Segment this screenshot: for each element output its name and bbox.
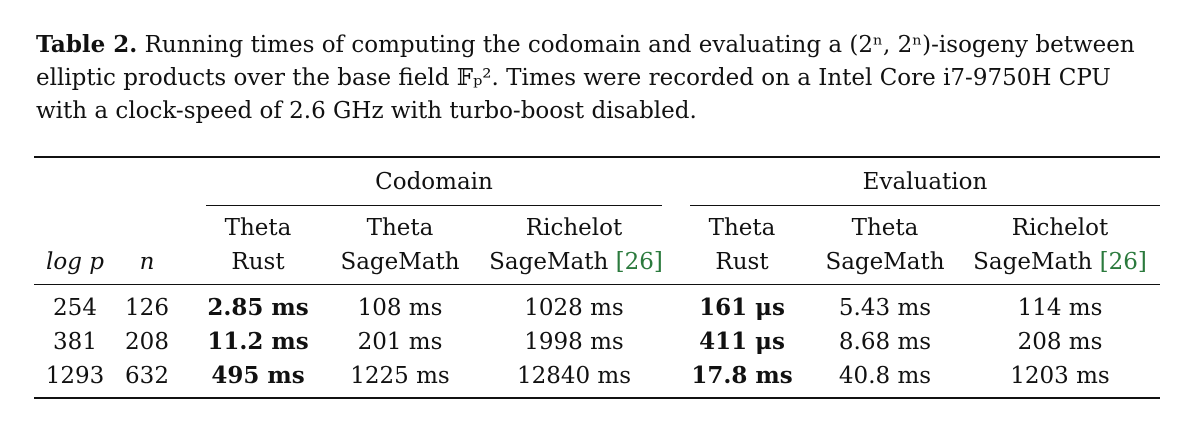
col-header-ev-theta-sage-line2: SageMath (825, 249, 945, 275)
caption-line-1: Table 2. Running times of computing the … (36, 28, 1166, 62)
evaluation-group-rule (690, 205, 1160, 206)
table-cell-cod-theta-sage: 1225 ms (350, 363, 450, 389)
caption-text-1: Running times of computing the codomain … (144, 32, 1135, 58)
col-header-cod-theta-rust-line1: Theta (224, 215, 292, 241)
caption-line-2: elliptic products over the base field 𝔽ₚ… (36, 65, 1111, 91)
table-cell-ev-theta-sage: 5.43 ms (838, 295, 932, 321)
col-header-cod-richelot-sagemath: SageMath (489, 249, 609, 275)
table-cell-n: 632 (125, 363, 169, 389)
col-header-n: n (124, 248, 170, 276)
table-bottom-rule (34, 397, 1160, 399)
table-cell-ev-theta-sage: 40.8 ms (838, 363, 932, 389)
table-top-rule (34, 156, 1160, 158)
table-cell-ev-theta-rust: 411 μs (699, 328, 785, 355)
table-caption: Table 2. Running times of computing the … (36, 28, 1166, 128)
table-cell-cod-theta-rust: 2.85 ms (207, 294, 309, 321)
table-header-rule (34, 284, 1160, 285)
table-cell-cod-theta-rust: 11.2 ms (207, 328, 309, 355)
table-cell-ev-theta-sage: 8.68 ms (838, 329, 932, 355)
col-header-cod-theta-rust-line2: Rust (231, 249, 285, 275)
col-header-ev-richelot-sagemath: SageMath (973, 249, 1093, 275)
col-header-cod-richelot-line2: SageMath [26] (486, 248, 666, 276)
table-cell-ev-richelot-sage: 208 ms (1017, 329, 1103, 355)
table-cell-ev-richelot-sage: 114 ms (1017, 295, 1103, 321)
col-header-ev-richelot-line1: Richelot (1011, 215, 1109, 241)
col-header-logp-text: log p (46, 249, 104, 275)
col-header-n-text: n (139, 249, 155, 275)
table-cell-cod-richelot-sage: 12840 ms (516, 363, 632, 389)
table-cell-cod-theta-sage: 201 ms (357, 329, 443, 355)
col-header-cod-theta-sage-line1: Theta (366, 215, 434, 241)
table-cell-logp: 1293 (45, 363, 105, 389)
table-cell-cod-richelot-sage: 1028 ms (524, 295, 624, 321)
col-header-cod-richelot-line1: Richelot (525, 215, 623, 241)
codomain-group-rule (206, 205, 662, 206)
caption-label: Table 2. (36, 31, 138, 58)
table-cell-ev-theta-rust: 17.8 ms (691, 362, 793, 389)
col-header-cod-theta-sage-line2: SageMath (340, 249, 460, 275)
table-cell-cod-theta-sage: 108 ms (357, 295, 443, 321)
citation-link-26[interactable]: [26] (615, 249, 663, 275)
codomain-group-header: Codomain (375, 169, 493, 195)
col-header-ev-theta-sage-line1: Theta (851, 215, 919, 241)
evaluation-group-header: Evaluation (862, 169, 988, 195)
table-cell-logp: 254 (53, 295, 97, 321)
table-cell-n: 208 (125, 329, 169, 355)
citation-link-26[interactable]: [26] (1099, 249, 1147, 275)
table-cell-n: 126 (125, 295, 169, 321)
caption-line-3: with a clock-speed of 2.6 GHz with turbo… (36, 98, 697, 124)
col-header-ev-theta-rust-line2: Rust (715, 249, 769, 275)
table-cell-ev-theta-rust: 161 μs (699, 294, 785, 321)
col-header-logp: log p (34, 248, 116, 276)
table-cell-cod-richelot-sage: 1998 ms (524, 329, 624, 355)
table-cell-cod-theta-rust: 495 ms (211, 362, 305, 389)
col-header-ev-richelot-line2: SageMath [26] (970, 248, 1150, 276)
table-cell-ev-richelot-sage: 1203 ms (1010, 363, 1110, 389)
col-header-ev-theta-rust-line1: Theta (708, 215, 776, 241)
table-cell-logp: 381 (53, 329, 97, 355)
